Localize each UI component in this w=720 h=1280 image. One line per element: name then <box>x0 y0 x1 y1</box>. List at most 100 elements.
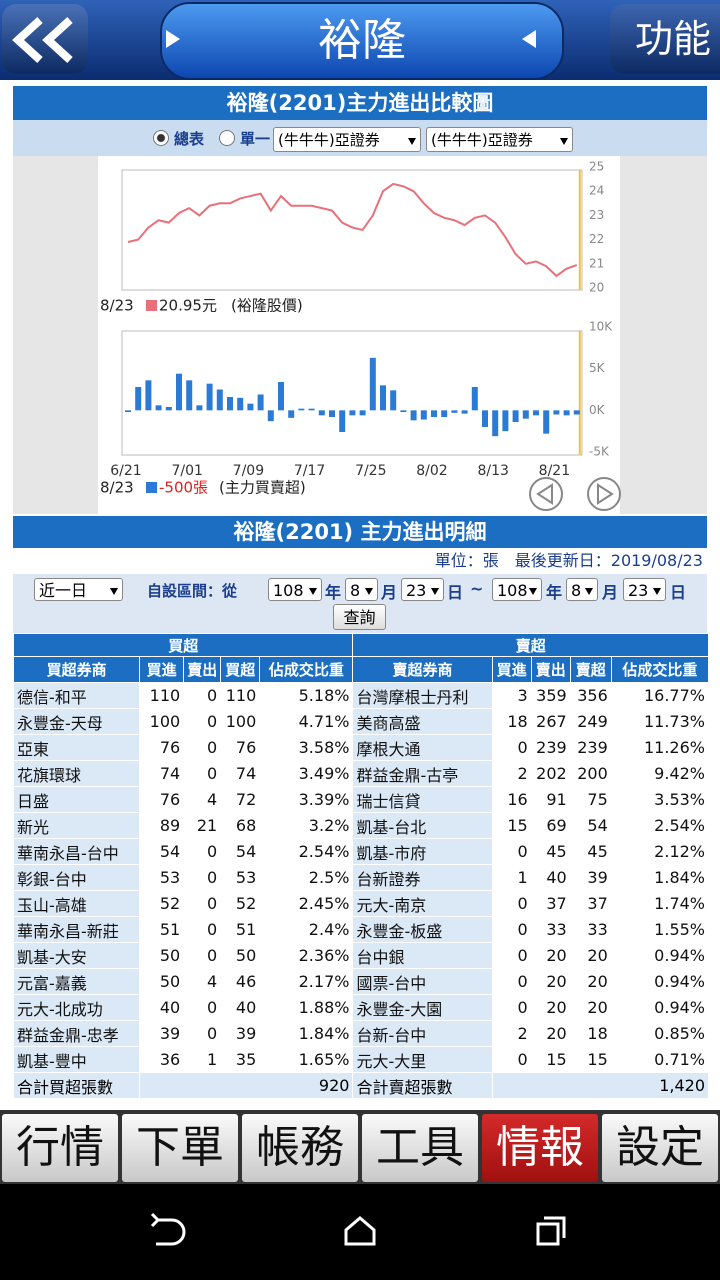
radio-label: 總表 <box>174 130 205 148</box>
select[interactable]: 8 <box>566 578 598 601</box>
bar <box>237 397 244 411</box>
column-header: 買進 <box>139 656 185 683</box>
number-cell: 0 <box>491 968 532 995</box>
broker-cell: 瑞士信貸 <box>352 786 493 813</box>
table-row: 彰銀-台中 53 0 53 2.5% 台新證券 1 40 39 1.84% <box>12 864 710 891</box>
x-tick-label: 7/25 <box>355 463 386 479</box>
bar <box>390 390 397 411</box>
broker-cell: 群益金鼎-古亭 <box>352 760 493 787</box>
legend-date: 8/23 <box>100 297 134 315</box>
number-cell: 51 <box>220 916 261 943</box>
table-row: 凱基-豐中 36 1 35 1.65% 元大-大里 0 15 15 0.71% <box>12 1046 710 1073</box>
bar <box>471 387 478 411</box>
legend-swatch <box>146 300 157 311</box>
date-unit: 月 <box>602 583 619 602</box>
number-cell: 40 <box>530 864 571 891</box>
broker-cell: 台新-台中 <box>352 1020 493 1047</box>
number-cell: 2.4% <box>259 916 354 943</box>
number-cell: 52 <box>139 890 185 917</box>
number-cell: 0.94% <box>610 968 710 995</box>
nav-home[interactable] <box>344 1216 376 1246</box>
number-cell: 15 <box>569 1046 612 1073</box>
broker-cell: 台灣摩根士丹利 <box>352 682 493 709</box>
back-button[interactable] <box>2 4 88 74</box>
number-cell: 0.94% <box>610 942 710 969</box>
bar <box>543 410 550 434</box>
number-cell: 20 <box>530 1020 571 1047</box>
date-unit: 年 <box>546 583 563 602</box>
number-cell: 0 <box>491 734 532 761</box>
number-cell: 40 <box>220 994 261 1021</box>
select[interactable]: 23 <box>623 578 666 601</box>
nav-arrow-icon <box>536 483 553 505</box>
number-cell: 100 <box>220 708 261 735</box>
legend-value: 20.95元 <box>159 297 217 315</box>
bar <box>186 380 193 411</box>
select[interactable]: 23 <box>401 578 444 601</box>
select[interactable]: 108 <box>268 578 322 601</box>
x-tick-label: 6/21 <box>110 463 141 479</box>
y-tick-label: 22 <box>589 232 604 246</box>
broker-cell: 群益金鼎-忠孝 <box>12 1020 141 1047</box>
column-header: 買超 <box>220 656 261 683</box>
select[interactable]: (牛牛牛)亞證券 <box>273 127 421 152</box>
title-pill <box>160 2 564 80</box>
number-cell: 45 <box>530 838 571 865</box>
menu-button[interactable] <box>610 4 720 74</box>
number-cell: 36 <box>139 1046 185 1073</box>
nav-back[interactable] <box>156 1218 186 1246</box>
tab[interactable]: 行情 <box>2 1114 118 1182</box>
column-header: 買超券商 <box>12 656 141 683</box>
bar <box>329 410 335 417</box>
select[interactable]: 8 <box>345 578 378 601</box>
broker-cell: 玉山-高雄 <box>12 890 141 917</box>
table-row: 合計買超張數 920 合計賣超張數 1,420 <box>12 1072 710 1099</box>
chart-canvas <box>98 156 620 514</box>
select[interactable]: 近一日 <box>34 578 123 601</box>
tab[interactable]: 設定 <box>602 1114 718 1182</box>
bar <box>482 410 488 427</box>
tab[interactable]: 下單 <box>122 1114 238 1182</box>
column-header: 賣超券商 <box>352 656 493 683</box>
number-cell: 16 <box>491 786 532 813</box>
number-cell: 46 <box>220 968 261 995</box>
select[interactable]: (牛牛牛)亞證券 <box>426 127 573 152</box>
date-unit: 日 <box>670 583 687 602</box>
tab[interactable]: 工具 <box>362 1114 478 1182</box>
select-arrow <box>529 587 537 595</box>
nav-recent[interactable] <box>536 1222 560 1246</box>
select-arrow <box>365 587 373 595</box>
bar <box>308 408 315 411</box>
bar <box>288 410 295 418</box>
header-menu[interactable]: 功能 <box>634 17 711 61</box>
y-tick-label: 10K <box>589 320 613 334</box>
number-cell: 0 <box>183 734 222 761</box>
radio[interactable] <box>219 130 235 146</box>
tab[interactable]: 帳務 <box>242 1114 358 1182</box>
table-row: 華南永昌-新莊 51 0 51 2.4% 永豐金-板盛 0 33 33 1.55% <box>12 916 710 943</box>
radio[interactable] <box>153 130 169 146</box>
number-cell: 0.71% <box>610 1046 710 1073</box>
nav-arrow[interactable] <box>587 477 621 511</box>
tab[interactable]: 情報 <box>482 1114 598 1182</box>
number-cell: 0 <box>183 708 222 735</box>
x-tick-label: 8/21 <box>539 463 570 479</box>
number-cell: 20 <box>530 994 571 1021</box>
number-cell: 0 <box>491 942 532 969</box>
nav-arrow-icon <box>597 483 614 505</box>
number-cell: 0 <box>183 1020 222 1047</box>
query-button[interactable]: 查詢 <box>333 604 386 630</box>
number-cell: 20 <box>569 994 612 1021</box>
select[interactable]: 108 <box>492 578 542 601</box>
number-cell: 0 <box>183 864 222 891</box>
number-cell: 0.85% <box>610 1020 710 1047</box>
nav-arrow[interactable] <box>529 477 563 511</box>
number-cell: 75 <box>569 786 612 813</box>
title-arrows[interactable] <box>160 2 560 76</box>
bar <box>563 410 570 416</box>
column-header: 賣出 <box>183 656 222 683</box>
number-cell: 239 <box>530 734 571 761</box>
legend-value: -500張 <box>159 479 208 497</box>
number-cell: 1.65% <box>259 1046 354 1073</box>
